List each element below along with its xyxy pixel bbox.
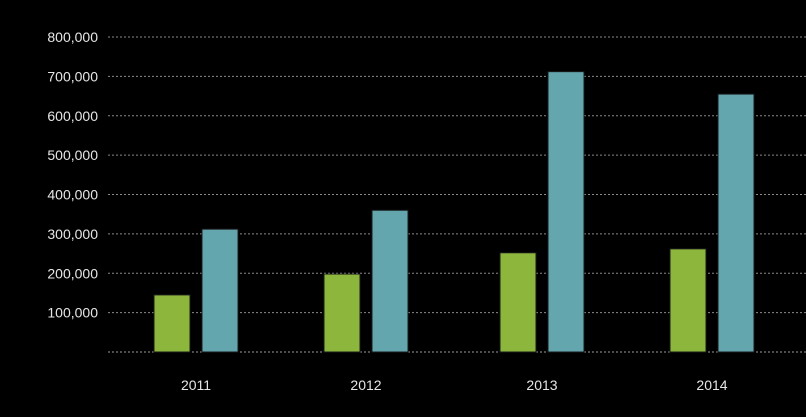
bar-2013-series-1 [499,252,537,353]
x-axis-tick-labels: 2011 2012 2013 2014 [181,377,728,393]
x-tick-label: 2014 [696,377,727,393]
bar-2013-series-2 [547,71,585,353]
y-tick-label: 700,000 [47,68,98,84]
x-tick-label: 2013 [526,377,557,393]
y-tick-label: 500,000 [47,147,98,163]
y-tick-label: 800,000 [47,29,98,45]
y-tick-label: 300,000 [47,226,98,242]
bar-2011-series-2 [201,228,239,353]
y-tick-label: 600,000 [47,108,98,124]
y-tick-label: 400,000 [47,187,98,203]
x-tick-label: 2012 [350,377,381,393]
bar-2011-series-1 [153,294,191,353]
y-axis-tick-labels: 100,000 200,000 300,000 400,000 500,000 600,0… [47,29,98,321]
bar-2014-series-1 [669,248,707,353]
bar-2012-series-1 [323,273,361,353]
bar-2014-series-2 [717,93,755,353]
y-tick-label: 200,000 [47,265,98,281]
bar-2012-series-2 [371,209,409,353]
y-tick-label: 100,000 [47,305,98,321]
bars [153,71,755,353]
x-tick-label: 2011 [181,377,211,393]
